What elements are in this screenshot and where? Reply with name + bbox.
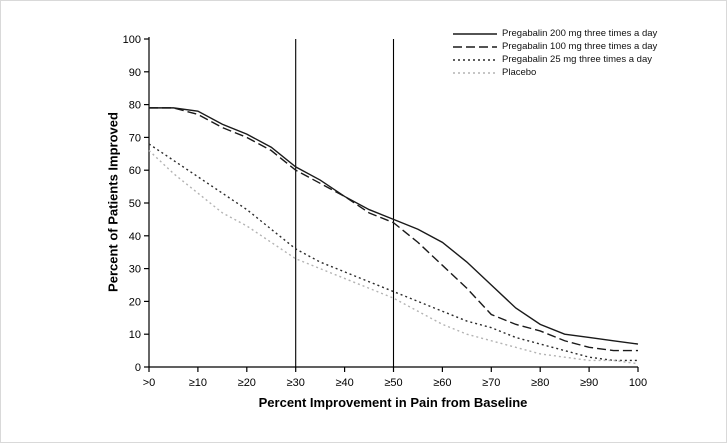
legend-item: Pregabalin 100 mg three times a day [453, 40, 657, 53]
y-tick-label: 90 [129, 67, 141, 79]
legend-label: Pregabalin 100 mg three times a day [502, 41, 658, 52]
series-line [149, 107, 639, 345]
x-tick-label: ≥20 [238, 377, 256, 389]
x-axis-title: Percent Improvement in Pain from Baselin… [258, 395, 528, 410]
x-tick-label: ≥60 [433, 377, 451, 389]
y-tick-label: 30 [129, 264, 141, 276]
x-tick-label: 100 [629, 377, 647, 389]
legend-line-sample [453, 71, 497, 74]
legend-line-sample [453, 32, 497, 35]
legend-item: Pregabalin 25 mg three times a day [453, 53, 657, 66]
legend-line-sample [453, 58, 497, 61]
y-tick-label: 50 [129, 198, 141, 210]
y-tick-label: 20 [129, 296, 141, 308]
series-line [148, 143, 638, 362]
x-tick-label: ≥10 [189, 377, 207, 389]
legend-item: Pregabalin 200 mg three times a day [453, 27, 657, 40]
y-tick-label: 0 [135, 362, 141, 374]
legend-label: Pregabalin 200 mg three times a day [502, 28, 658, 39]
y-tick-label: 10 [129, 329, 141, 341]
y-tick-label: 80 [129, 100, 141, 112]
x-tick-label: ≥30 [287, 377, 305, 389]
x-tick-label: ≥90 [580, 377, 598, 389]
legend-label: Pregabalin 25 mg three times a day [502, 54, 652, 65]
x-tick-label: >0 [143, 377, 156, 389]
x-tick-label: ≥70 [482, 377, 500, 389]
legend-line-sample [453, 45, 497, 48]
series-line [148, 150, 639, 365]
x-tick-label: ≥50 [384, 377, 402, 389]
series-line [149, 107, 638, 352]
y-tick-label: 40 [129, 231, 141, 243]
x-tick-label: ≥40 [335, 377, 353, 389]
y-tick-label: 60 [129, 165, 141, 177]
legend: Pregabalin 200 mg three times a day Prega… [453, 27, 657, 79]
x-tick-label: ≥80 [531, 377, 549, 389]
legend-label: Placebo [502, 67, 537, 78]
y-tick-label: 70 [129, 132, 141, 144]
legend-item: Placebo [453, 66, 657, 79]
y-axis-title: Percent of Patients Improved [105, 112, 121, 292]
y-tick-label: 100 [123, 34, 141, 46]
